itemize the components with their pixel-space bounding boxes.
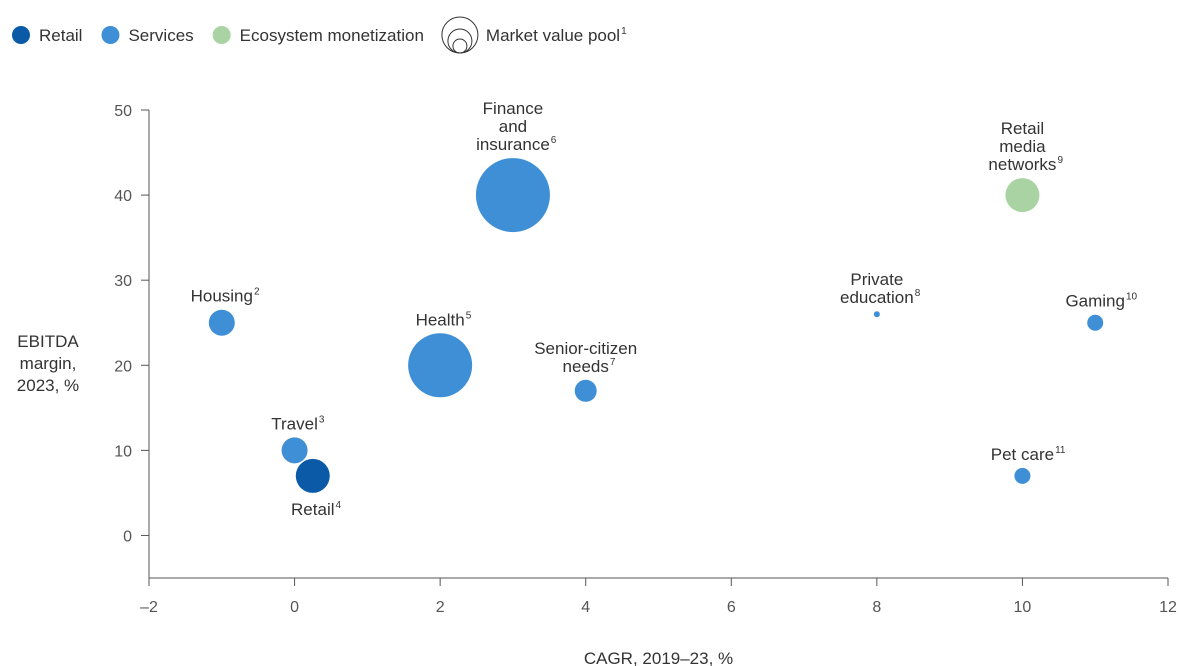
- legend-label: Services: [128, 26, 193, 45]
- bubble: [295, 458, 330, 493]
- bubble-label: Pet care: [991, 445, 1054, 464]
- bubble-label: and: [499, 117, 527, 136]
- x-tick-label: 2: [436, 599, 445, 616]
- bubble-label: Retail: [1001, 119, 1044, 138]
- bubble: [1087, 314, 1104, 331]
- bubble: [574, 379, 597, 402]
- legend-marker: [212, 26, 231, 44]
- bubble: [208, 309, 235, 336]
- label-note: 10: [1126, 292, 1138, 303]
- x-tick-label: 10: [1014, 599, 1032, 616]
- legend-marker: [12, 26, 30, 44]
- x-tick-label: 6: [727, 599, 736, 616]
- y-axis-label: 2023, %: [17, 376, 79, 395]
- bubble: [873, 311, 880, 318]
- x-tick-label: 8: [872, 599, 881, 616]
- legend-size-marker: [441, 16, 479, 54]
- label-note: 8: [915, 288, 921, 299]
- y-tick-label: 30: [114, 273, 132, 290]
- bubble-label: Travel: [271, 414, 318, 433]
- bubble: [1014, 467, 1031, 484]
- label-note: 7: [610, 357, 616, 368]
- x-axis-label: CAGR, 2019–23, %: [584, 649, 733, 666]
- bubble: [475, 158, 550, 233]
- label-note: 3: [319, 414, 325, 425]
- x-tick-label: 0: [290, 599, 299, 616]
- x-tick-label: 4: [581, 599, 590, 616]
- bubble-label: Gaming: [1065, 292, 1125, 311]
- label-note: 11: [1055, 445, 1066, 456]
- legend-size-marker: [452, 38, 468, 54]
- bubble-label: Retail: [291, 500, 334, 519]
- label-note: 5: [466, 310, 472, 321]
- x-tick-label: –2: [140, 599, 158, 616]
- label-note: 9: [1057, 155, 1063, 166]
- y-axis-label: EBITDA: [17, 332, 79, 351]
- bubble-label: media: [999, 137, 1046, 156]
- x-tick-label: 12: [1159, 599, 1177, 616]
- label-note: 4: [336, 500, 342, 511]
- y-axis-label: margin,: [20, 354, 77, 373]
- bubble-label: Housing: [191, 287, 253, 306]
- y-tick-label: 0: [123, 528, 132, 545]
- legend-label: Retail: [39, 26, 82, 45]
- bubble-label: Senior-citizen: [534, 339, 637, 358]
- label-note: 2: [254, 287, 260, 298]
- bubble: [408, 333, 473, 398]
- bubble-label: needs: [563, 357, 609, 376]
- legend-marker: [101, 26, 120, 44]
- bubble-label: networks: [988, 155, 1056, 174]
- label-note: 6: [551, 135, 557, 146]
- y-tick-label: 20: [114, 358, 132, 375]
- bubble-label: Private: [850, 270, 903, 289]
- legend-size-marker: [447, 28, 473, 54]
- bubble: [281, 437, 308, 464]
- y-tick-label: 40: [114, 188, 132, 205]
- y-tick-label: 50: [114, 103, 132, 120]
- legend-size-label: Market value pool: [486, 26, 620, 45]
- y-tick-label: 10: [114, 443, 132, 460]
- bubble-label: insurance: [476, 135, 550, 154]
- legend-label: Ecosystem monetization: [240, 26, 424, 45]
- bubble: [1005, 178, 1040, 213]
- bubble-label: Finance: [483, 99, 543, 118]
- legend-size-note: 1: [621, 26, 627, 37]
- bubble-label: education: [840, 288, 914, 307]
- bubble-label: Health: [416, 310, 465, 329]
